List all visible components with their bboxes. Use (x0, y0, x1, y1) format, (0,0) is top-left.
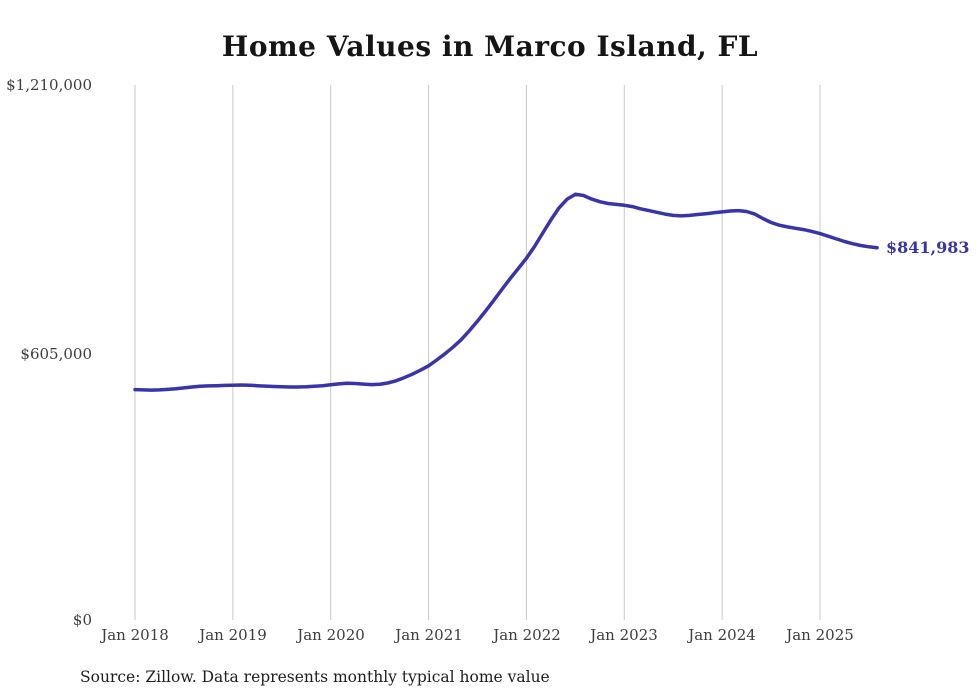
x-axis-tick-label: Jan 2023 (590, 626, 658, 644)
x-axis-tick-label: Jan 2025 (786, 626, 854, 644)
x-axis-tick-label: Jan 2022 (493, 626, 561, 644)
x-axis-tick-label: Jan 2021 (395, 626, 463, 644)
y-axis-tick-label: $1,210,000 (6, 76, 92, 94)
source-note: Source: Zillow. Data represents monthly … (80, 668, 550, 686)
x-axis-tick-label: Jan 2019 (199, 626, 267, 644)
x-axis-tick-label: Jan 2024 (688, 626, 756, 644)
y-axis-tick-label: $605,000 (20, 345, 92, 363)
chart-title: Home Values in Marco Island, FL (221, 30, 759, 63)
x-axis-tick-label: Jan 2018 (101, 626, 169, 644)
home-value-line (133, 192, 879, 392)
end-value-label: $841,983 (886, 238, 970, 257)
x-axis-tick-label: Jan 2020 (297, 626, 365, 644)
y-axis-tick-label: $0 (72, 611, 92, 629)
